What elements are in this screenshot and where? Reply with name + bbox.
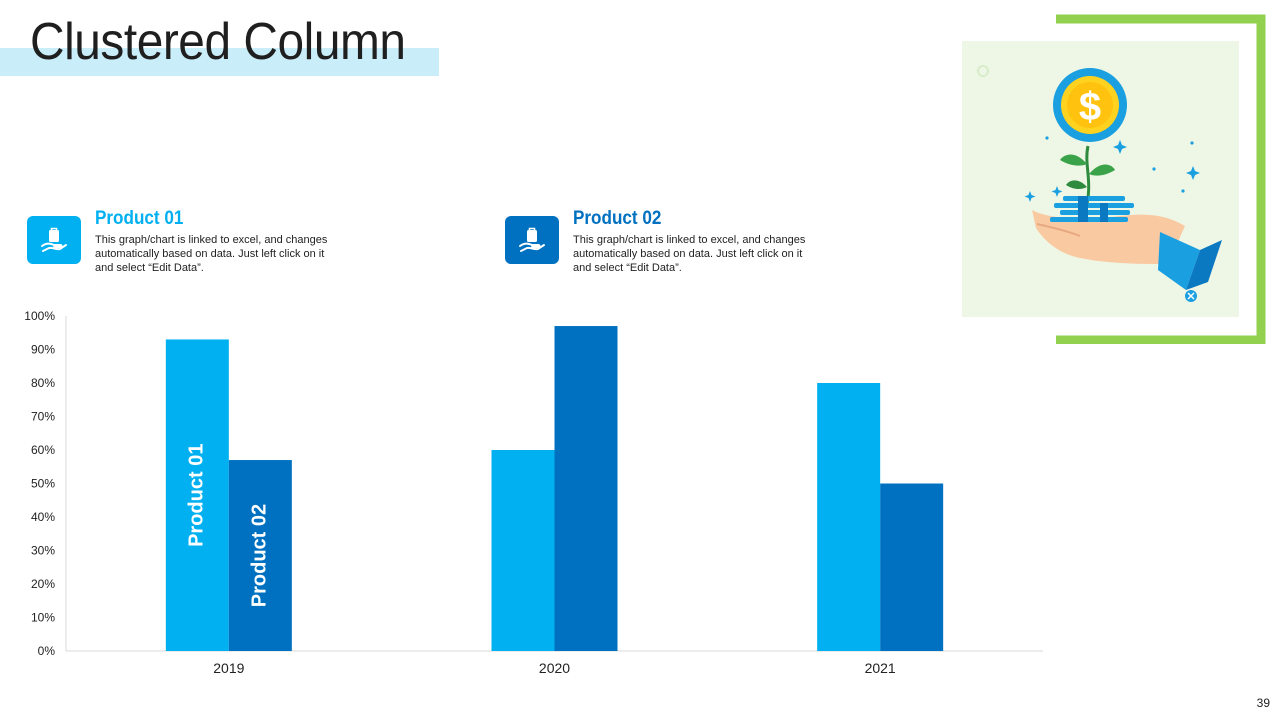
legend-title-product-01: Product 01: [95, 208, 184, 229]
bar-product-02-2019: [228, 460, 292, 651]
legend-description-product-02: This graph/chart is linked to excel, and…: [573, 234, 806, 274]
bar-product-01-2019: [165, 339, 229, 651]
bar-product-02-2020: [554, 326, 618, 651]
x-tick-label: 2020: [539, 660, 570, 676]
hand-holding-bag-icon: [27, 216, 81, 264]
y-tick-label: 60%: [31, 443, 55, 457]
y-tick-label: 40%: [31, 510, 55, 524]
y-tick-label: 100%: [24, 309, 55, 323]
y-tick-label: 10%: [31, 611, 55, 625]
title-highlight-band: [0, 48, 439, 76]
hand-holding-bag-icon: [505, 216, 559, 264]
y-tick-label: 50%: [31, 477, 55, 491]
y-tick-label: 20%: [31, 577, 55, 591]
legend-description-product-01: This graph/chart is linked to excel, and…: [95, 234, 328, 274]
y-tick-label: 30%: [31, 544, 55, 558]
x-tick-label: 2021: [865, 660, 896, 676]
y-tick-label: 80%: [31, 376, 55, 390]
x-tick-label: 2019: [213, 660, 244, 676]
bar-product-01-2020: [491, 450, 555, 651]
series-label-product-02: Product 02: [249, 504, 271, 607]
money-plant-in-hand-icon: $: [962, 14, 1266, 344]
y-tick-label: 0%: [38, 644, 56, 658]
clustered-column-chart: 0% 10% 20% 30% 40% 50% 60% 70% 80% 90% 100% 2019 20…: [24, 309, 1043, 676]
series-label-product-01: Product 01: [186, 444, 208, 547]
page-title: Clustered Column: [30, 13, 406, 71]
bar-product-02-2021: [880, 483, 944, 651]
y-tick-label: 90%: [31, 343, 55, 357]
coin-symbol: $: [1079, 85, 1101, 129]
legend-title-product-02: Product 02: [573, 208, 662, 229]
bar-product-01-2021: [817, 383, 881, 651]
y-tick-label: 70%: [31, 410, 55, 424]
page-number: 39: [1256, 696, 1270, 710]
